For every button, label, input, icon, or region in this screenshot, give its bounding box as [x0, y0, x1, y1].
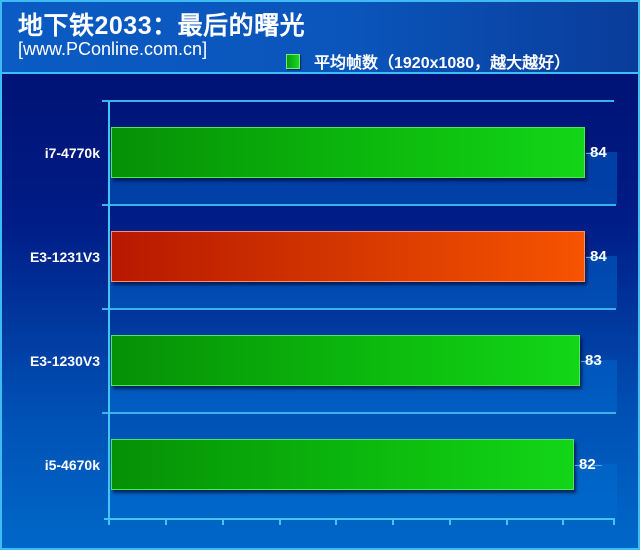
chart-header: 地下铁2033：最后的曙光 [www.PConline.com.cn] 平均帧数…	[2, 2, 638, 74]
x-tick	[613, 518, 615, 525]
x-tick	[506, 518, 508, 525]
value-label: 84	[590, 144, 607, 161]
y-axis	[108, 101, 110, 521]
value-label: 84	[590, 248, 607, 265]
bar-e3-1231v3	[111, 231, 585, 282]
source-watermark: [www.PConline.com.cn]	[18, 39, 208, 59]
x-tick	[335, 518, 337, 525]
category-separator	[102, 308, 616, 310]
value-label: 82	[579, 456, 596, 473]
category-label: E3-1230V3	[29, 353, 100, 369]
legend-swatch-icon	[286, 53, 300, 69]
category-label: E3-1231V3	[29, 249, 100, 265]
legend: 平均帧数（1920x1080，越大越好）	[286, 49, 570, 73]
category-label: i5-4670k	[44, 457, 100, 473]
value-label: 83	[585, 352, 602, 369]
bar-e3-1230v3	[111, 335, 580, 386]
category-separator	[102, 204, 616, 206]
category-label: i7-4770k	[44, 145, 100, 161]
category-separator	[102, 100, 614, 102]
legend-label: 平均帧数（1920x1080，越大越好）	[314, 55, 571, 72]
value-leader-line	[581, 361, 602, 362]
x-tick	[279, 518, 281, 525]
x-tick	[108, 518, 110, 525]
value-leader-line	[586, 153, 602, 154]
x-tick	[449, 518, 451, 525]
x-tick	[562, 518, 564, 525]
x-tick	[222, 518, 224, 525]
bar-i5-4670k	[111, 439, 574, 490]
value-leader-line	[575, 465, 602, 466]
x-tick	[392, 518, 394, 525]
category-separator	[102, 412, 616, 414]
value-leader-line	[586, 257, 602, 258]
x-tick	[165, 518, 167, 525]
x-axis	[104, 518, 615, 520]
chart-title: 地下铁2033：最后的曙光	[18, 12, 306, 40]
bar-i7-4770k	[111, 127, 585, 178]
